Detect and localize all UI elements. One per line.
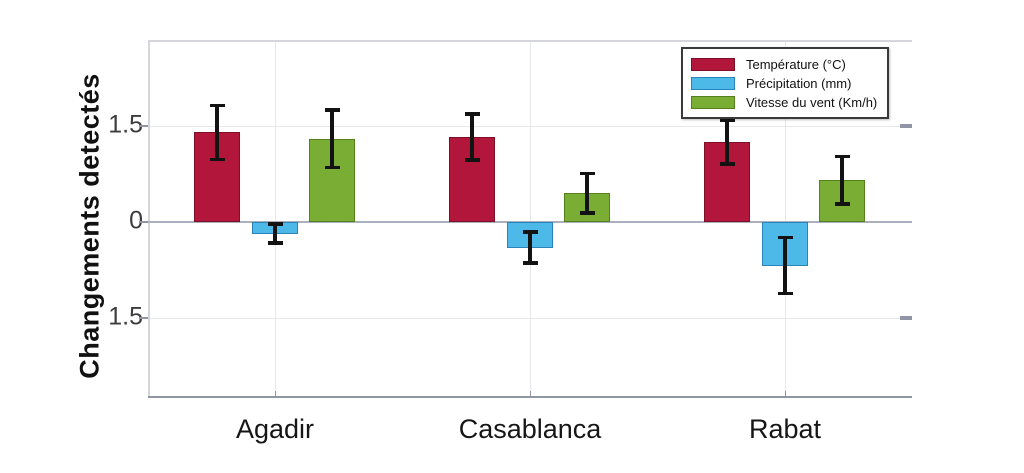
error-bar-cap-bottom (719, 162, 735, 166)
error-bar-line (470, 113, 474, 160)
y-axis-tick-mark (139, 125, 148, 127)
error-bar-cap-top (579, 171, 595, 176)
vertical-gridline (785, 40, 786, 398)
error-bar-cap-top (464, 112, 480, 116)
legend-swatch-icon (691, 57, 735, 71)
x-category-label-rabat: Rabat (748, 414, 822, 444)
horizontal-gridline (148, 318, 912, 319)
error-bar-cap-top (834, 154, 850, 159)
error-bar-cap-bottom (209, 157, 225, 162)
legend-item: Vitesse du vent (Km/h) (691, 93, 879, 111)
y-axis-tick-mark (139, 221, 148, 223)
error-bar-cap-top (324, 108, 340, 112)
x-axis-tick-mark (785, 391, 786, 398)
legend-item: Température (°C) (691, 55, 879, 73)
error-bar-cap-bottom (777, 291, 793, 296)
x-axis-tick-mark (275, 391, 276, 398)
right-edge-tick-mark (900, 316, 912, 320)
error-bar-line (528, 232, 532, 263)
error-bar-cap-bottom (522, 261, 538, 265)
y-tick-label: 0 (129, 206, 143, 235)
error-bar-cap-top (777, 235, 793, 240)
y-axis-title: Changements detectés (74, 73, 105, 379)
y-axis-tick-mark (139, 317, 148, 319)
error-bar-cap-bottom (834, 202, 850, 206)
error-bar-cap-top (719, 118, 735, 122)
error-bar-line (585, 173, 589, 214)
error-bar-cap-bottom (267, 241, 283, 245)
legend-label: Température (°C) (746, 56, 846, 72)
x-category-label-casablanca: Casablanca (458, 414, 602, 444)
plot-top-border (148, 40, 912, 42)
error-bar-line (273, 223, 277, 244)
x-axis-tick-mark (530, 391, 531, 398)
plot-left-border (148, 40, 150, 398)
error-bar-cap-top (209, 103, 225, 108)
y-tick-label: 1.5 (108, 110, 143, 139)
plot-area (148, 40, 912, 398)
legend-item: Précipitation (mm) (691, 74, 879, 92)
vertical-gridline (275, 40, 276, 398)
error-bar-line (215, 105, 219, 160)
horizontal-gridline (148, 126, 912, 127)
error-bar-line (330, 110, 334, 168)
error-bar-cap-bottom (324, 165, 340, 170)
error-bar-cap-bottom (464, 158, 480, 162)
error-bar-cap-bottom (579, 211, 595, 215)
legend-label: Précipitation (mm) (746, 75, 852, 91)
error-bar-line (783, 237, 787, 294)
error-bar-line (725, 120, 729, 164)
legend-swatch-icon (691, 95, 735, 109)
legend: Température (°C) Précipitation (mm) Vitess… (681, 47, 889, 119)
vertical-gridline (530, 40, 531, 398)
right-edge-tick-mark (900, 124, 912, 128)
error-bar-cap-top (267, 222, 283, 226)
y-tick-label: 1.5 (108, 302, 143, 331)
legend-swatch-icon (691, 76, 735, 90)
legend-label: Vitesse du vent (Km/h) (746, 94, 878, 110)
error-bar-line (840, 156, 844, 205)
x-category-label-agadir: Agadir (235, 414, 315, 444)
error-bar-cap-top (522, 230, 538, 234)
